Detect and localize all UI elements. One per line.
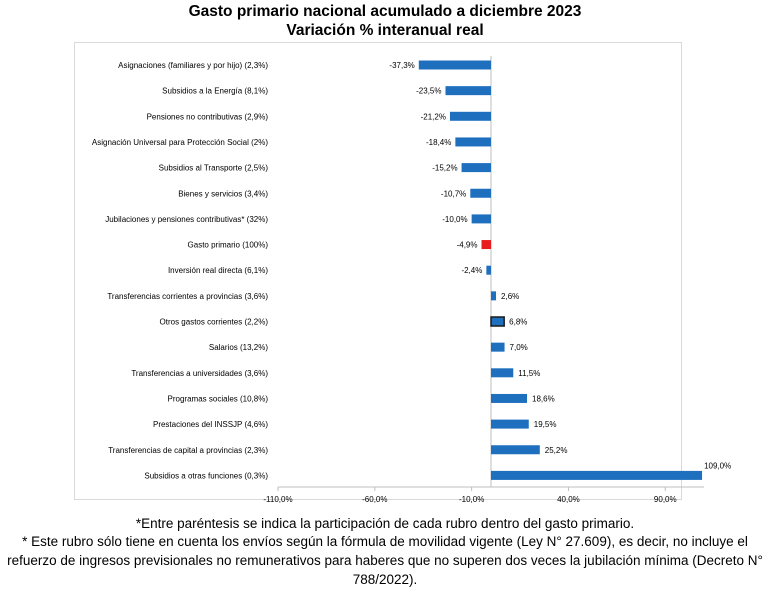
category-label: Subsidios a otras funciones (0,3%) — [144, 471, 268, 480]
category-label: Asignaciones (familiares y por hijo) (2,… — [118, 61, 268, 70]
data-label: 7,0% — [510, 343, 528, 352]
data-label: 19,5% — [534, 420, 557, 429]
x-tick-label: -10,0% — [459, 495, 484, 504]
data-label: 11,5% — [518, 369, 540, 378]
data-label: -2,4% — [461, 266, 482, 275]
chart-title: Gasto primario nacional acumulado a dici… — [188, 3, 582, 20]
x-tick-label: 90,0% — [654, 495, 677, 504]
footnote-share: *Entre paréntesis se indica la participa… — [135, 516, 635, 531]
bar — [491, 445, 540, 455]
data-label: -10,0% — [442, 215, 467, 224]
bar — [461, 163, 491, 173]
data-label: -18,4% — [426, 138, 451, 147]
data-label: -15,2% — [432, 164, 457, 173]
bar — [490, 316, 505, 327]
bar — [445, 86, 491, 96]
category-label: Subsidios a la Energía (8,1%) — [162, 87, 268, 96]
bar — [491, 419, 529, 429]
x-tick-label: -60,0% — [362, 495, 387, 504]
bar — [486, 265, 491, 275]
data-label: 6,8% — [509, 318, 527, 327]
category-label: Programas sociales (10,8%) — [168, 394, 269, 403]
data-label: -4,9% — [457, 241, 478, 250]
category-label: Transferencias corrientes a provincias (… — [107, 292, 268, 301]
bar — [455, 137, 491, 147]
category-label: Subsidios al Transporte (2,5%) — [159, 164, 269, 173]
category-label: Transferencias de capital a provincias (… — [108, 446, 268, 455]
category-label: Transferencias a universidades (3,6%) — [131, 369, 268, 378]
category-label: Otros gastos corrientes (2,2%) — [160, 318, 269, 327]
bar — [470, 188, 491, 198]
bar — [449, 111, 491, 121]
plot-area — [74, 42, 682, 500]
category-label: Pensiones no contributivas (2,9%) — [147, 112, 269, 121]
data-label: -23,5% — [416, 87, 441, 96]
data-label: 109,0% — [704, 461, 731, 470]
data-label: -21,2% — [421, 112, 446, 121]
x-tick-label: 40,0% — [557, 495, 580, 504]
bar — [491, 368, 514, 378]
footnote-pensions: * Este rubro sólo tiene en cuenta los en… — [7, 534, 763, 587]
category-label: Jubilaciones y pensiones contributivas* … — [105, 215, 268, 224]
category-label: Bienes y servicios (3,4%) — [178, 189, 268, 198]
bar — [481, 240, 491, 250]
chart-subtitle: Variación % interanual real — [286, 22, 484, 39]
bar — [418, 60, 491, 70]
bar — [491, 342, 505, 352]
data-label: 2,6% — [501, 292, 519, 301]
bar — [491, 291, 497, 301]
category-label: Gasto primario (100%) — [188, 241, 269, 250]
bar — [491, 470, 703, 480]
x-tick-label: -110,0% — [263, 495, 292, 504]
category-label: Salarios (13,2%) — [209, 343, 268, 352]
category-label: Inversión real directa (6,1%) — [168, 266, 268, 275]
category-label: Asignación Universal para Protección Soc… — [92, 138, 268, 147]
data-label: 18,6% — [532, 394, 555, 403]
data-label: 25,2% — [545, 446, 568, 455]
data-label: -10,7% — [441, 189, 466, 198]
category-label: Prestaciones del INSSJP (4,6%) — [153, 420, 268, 429]
bar — [491, 393, 528, 403]
bar — [471, 214, 491, 224]
data-label: -37,3% — [389, 61, 414, 70]
